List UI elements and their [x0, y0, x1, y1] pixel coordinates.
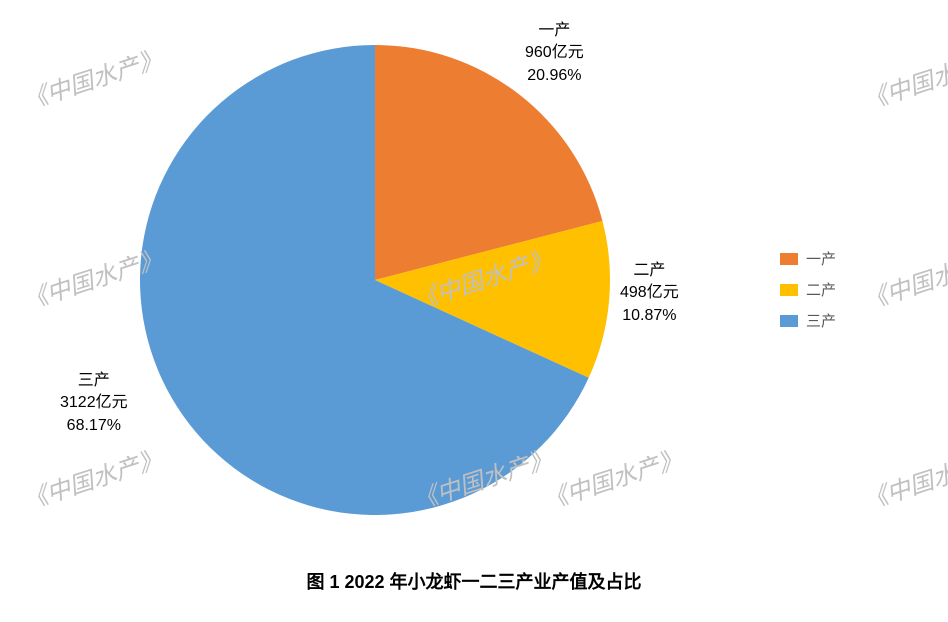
slice-label-tertiary-percent: 68.17%	[60, 415, 128, 437]
slice-label-primary-percent: 20.96%	[525, 65, 584, 87]
legend-item-secondary: 二产	[780, 279, 836, 300]
slice-label-secondary-percent: 10.87%	[620, 305, 679, 327]
legend: 一产 二产 三产	[780, 248, 836, 341]
slice-label-primary-name: 一产	[525, 20, 584, 42]
legend-text-secondary: 二产	[806, 279, 836, 300]
legend-item-primary: 一产	[780, 248, 836, 269]
slice-label-secondary: 二产 498亿元 10.87%	[620, 260, 679, 327]
legend-swatch-secondary	[780, 284, 798, 296]
slice-label-secondary-value: 498亿元	[620, 282, 679, 304]
slice-label-tertiary-value: 3122亿元	[60, 392, 128, 414]
slice-label-primary: 一产 960亿元 20.96%	[525, 20, 584, 87]
pie-chart-area: 一产 960亿元 20.96% 二产 498亿元 10.87% 三产 3122亿…	[0, 0, 948, 560]
legend-text-tertiary: 三产	[806, 310, 836, 331]
slice-label-secondary-name: 二产	[620, 260, 679, 282]
slice-label-tertiary: 三产 3122亿元 68.17%	[60, 370, 128, 437]
legend-swatch-tertiary	[780, 315, 798, 327]
legend-item-tertiary: 三产	[780, 310, 836, 331]
slice-label-tertiary-name: 三产	[60, 370, 128, 392]
legend-text-primary: 一产	[806, 248, 836, 269]
chart-caption: 图 1 2022 年小龙虾一二三产业产值及占比	[0, 568, 948, 594]
legend-swatch-primary	[780, 253, 798, 265]
slice-label-primary-value: 960亿元	[525, 42, 584, 64]
